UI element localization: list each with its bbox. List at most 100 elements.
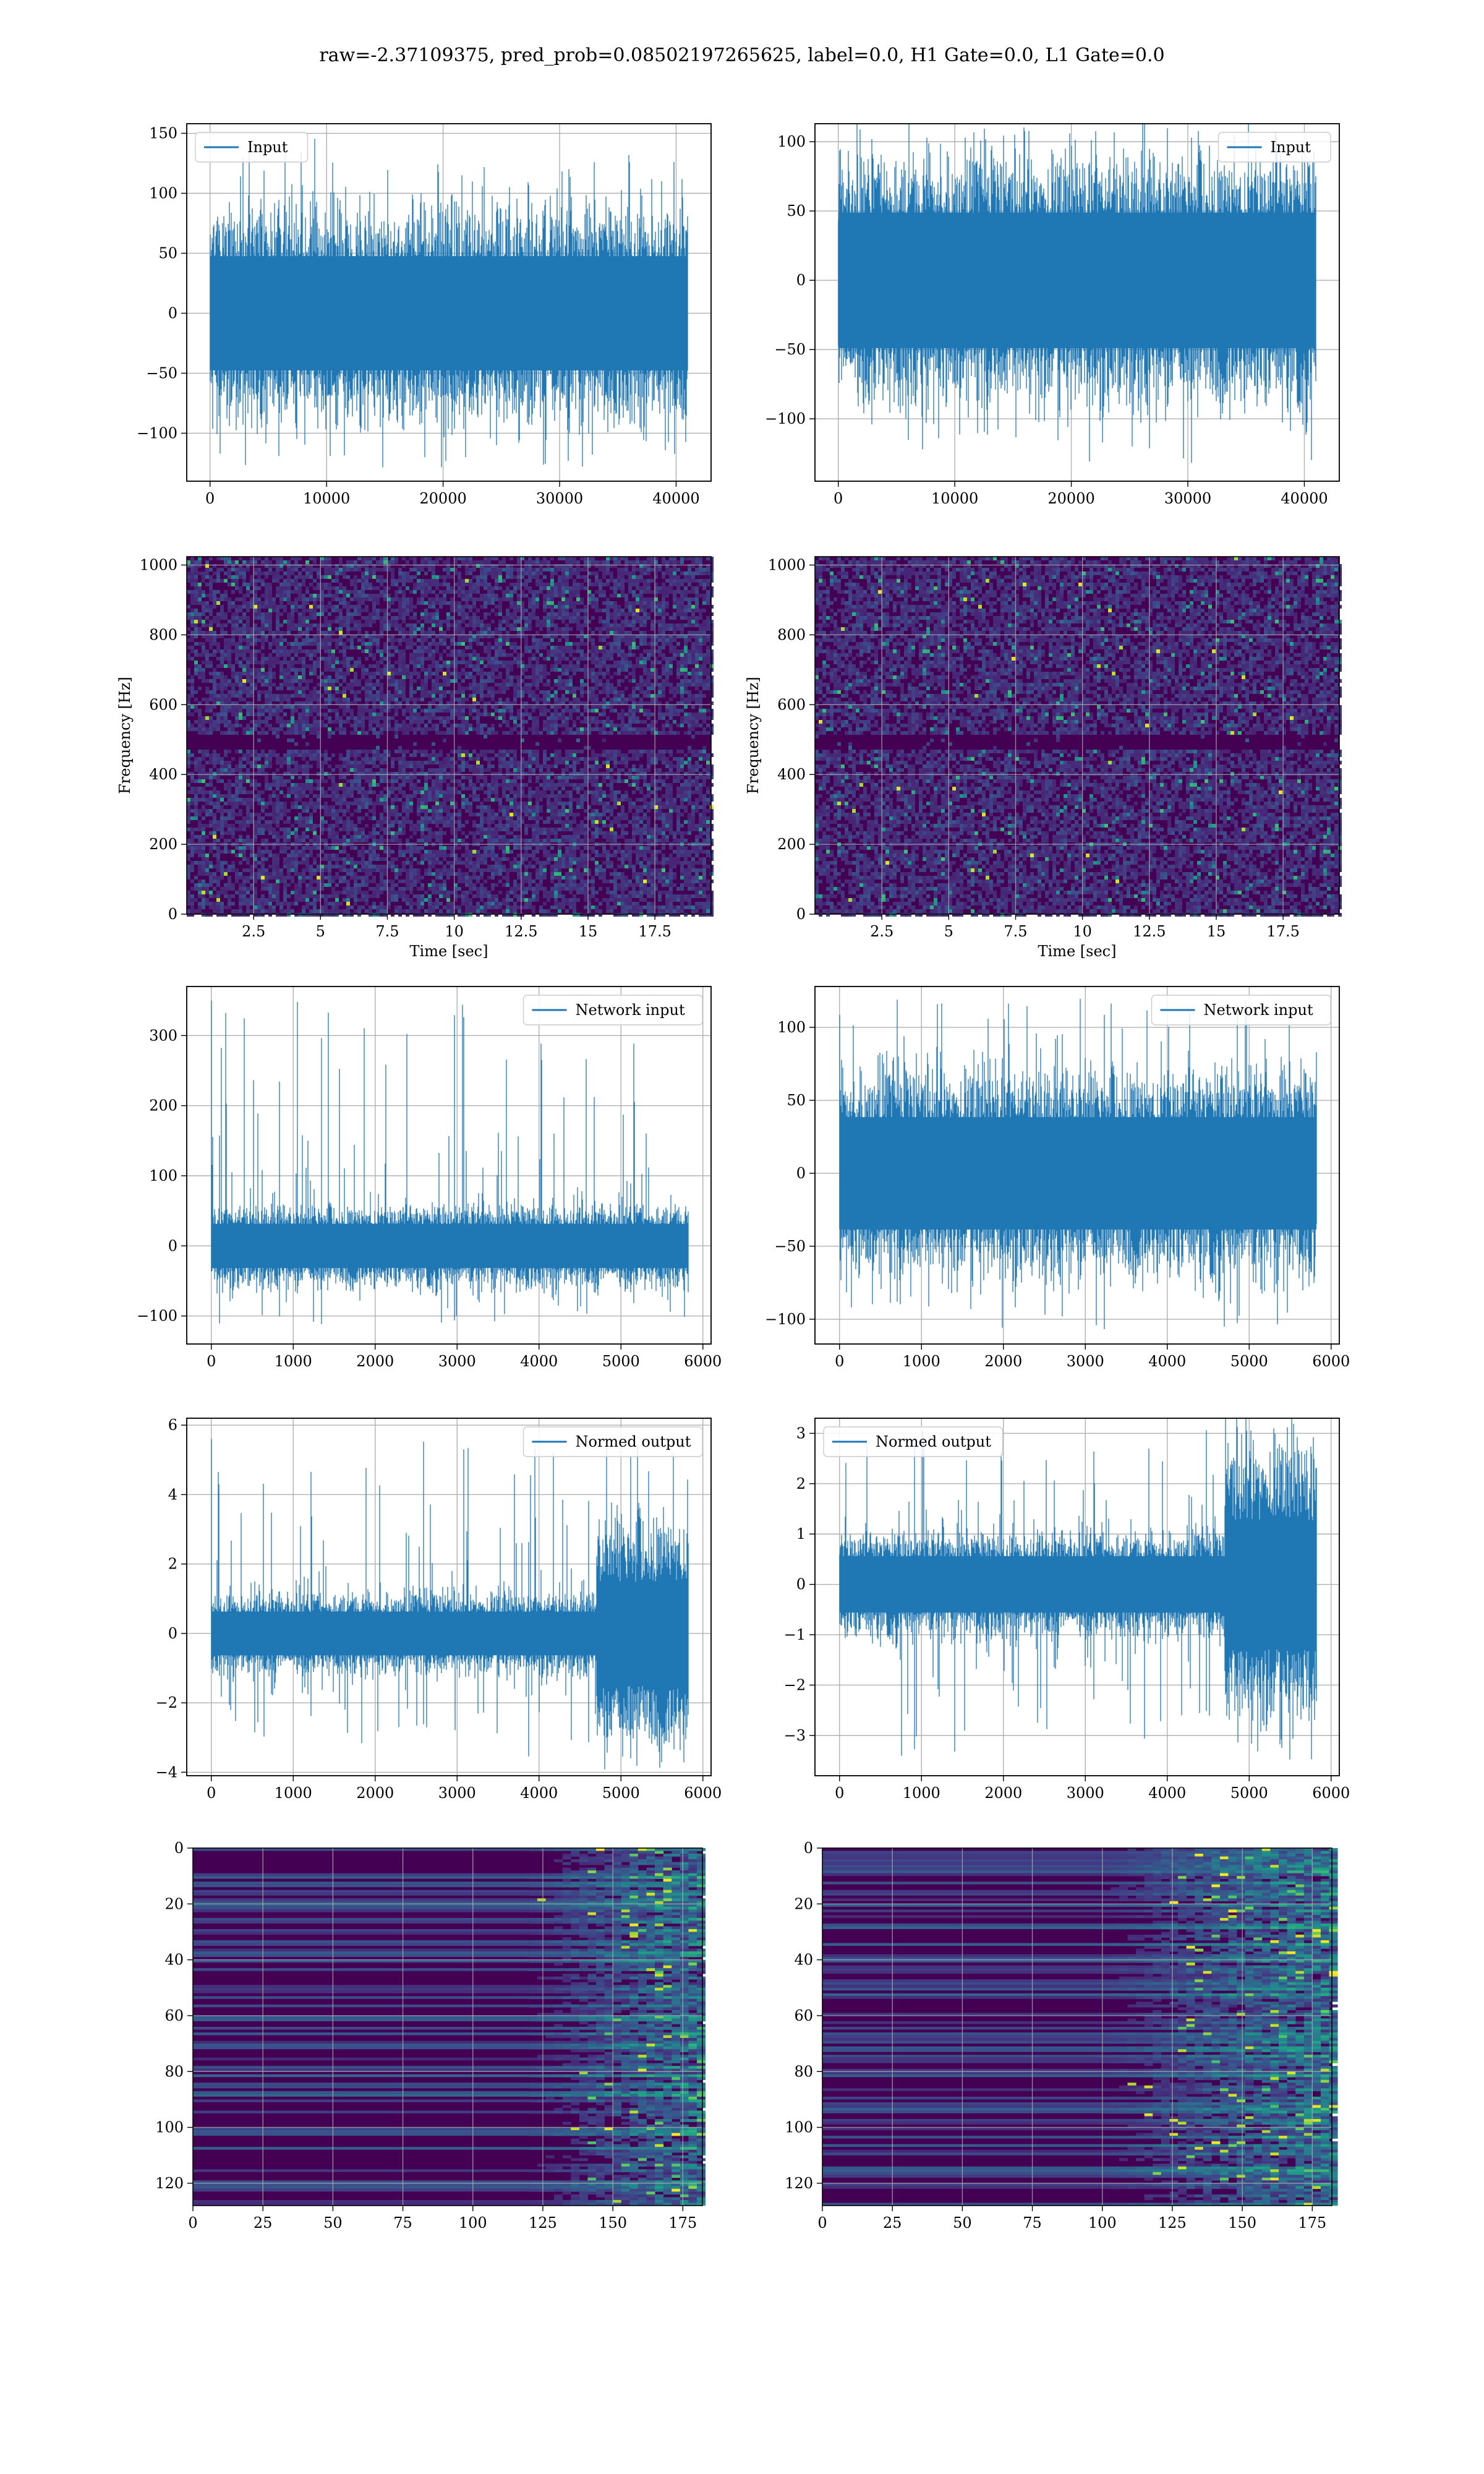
heatmap-cell xyxy=(517,687,521,690)
heatmap-cell xyxy=(213,668,216,672)
heatmap-cell xyxy=(702,679,706,683)
heatmap-cell xyxy=(461,705,465,709)
heatmap-cell xyxy=(324,564,328,568)
heatmap-cell xyxy=(465,638,469,642)
heatmap-cell xyxy=(376,750,380,753)
heatmap-cell xyxy=(324,690,328,694)
heatmap-cell xyxy=(662,664,665,668)
heatmap-cell xyxy=(339,586,343,590)
heatmap-cell xyxy=(387,653,391,657)
heatmap-cell xyxy=(305,649,309,653)
heatmap-cell xyxy=(613,638,617,642)
heatmap-cell xyxy=(432,724,435,727)
heatmap-cell xyxy=(257,661,261,664)
heatmap-cell xyxy=(309,753,313,757)
heatmap-cell xyxy=(294,653,298,657)
heatmap-cell xyxy=(205,583,209,586)
heatmap-cell xyxy=(324,698,328,701)
heatmap-cell xyxy=(472,698,476,701)
heatmap-cell xyxy=(647,709,650,713)
heatmap-cell xyxy=(216,616,220,620)
heatmap-cell xyxy=(628,731,632,735)
heatmap-cell xyxy=(265,661,268,664)
heatmap-cell xyxy=(317,657,320,661)
heatmap-cell xyxy=(680,590,684,594)
heatmap-cell xyxy=(647,557,650,560)
heatmap-cell xyxy=(587,597,591,601)
heatmap-cell xyxy=(213,679,216,683)
heatmap-cell xyxy=(406,672,409,675)
heatmap-cell xyxy=(254,661,257,664)
heatmap-cell xyxy=(324,605,328,609)
heatmap-cell xyxy=(476,635,480,638)
heatmap-cell xyxy=(265,564,268,568)
heatmap-cell xyxy=(632,664,636,668)
heatmap-cell xyxy=(625,661,628,664)
heatmap-cell xyxy=(279,683,283,687)
heatmap-cell xyxy=(688,701,691,705)
heatmap-cell xyxy=(268,623,272,627)
heatmap-cell xyxy=(328,683,331,687)
heatmap-cell xyxy=(491,679,495,683)
heatmap-cell xyxy=(313,664,317,668)
heatmap-cell xyxy=(265,571,268,575)
heatmap-cell xyxy=(354,675,357,679)
heatmap-cell xyxy=(606,605,610,609)
heatmap-cell xyxy=(313,698,317,701)
heatmap-cell xyxy=(224,694,228,698)
heatmap-cell xyxy=(406,631,409,635)
heatmap-cell xyxy=(194,575,198,579)
heatmap-cell xyxy=(261,631,265,635)
heatmap-cell xyxy=(372,675,376,679)
heatmap-cell xyxy=(446,623,450,627)
heatmap-cell xyxy=(246,627,250,631)
heatmap-cell xyxy=(673,627,676,631)
heatmap-cell xyxy=(676,668,680,672)
heatmap-cell xyxy=(569,605,573,609)
heatmap-cell xyxy=(394,701,398,705)
heatmap-cell xyxy=(702,687,706,690)
heatmap-cell xyxy=(528,616,532,620)
heatmap-cell xyxy=(391,571,394,575)
heatmap-cell xyxy=(228,750,231,753)
heatmap-cell xyxy=(517,571,521,575)
heatmap-cell xyxy=(291,657,294,661)
heatmap-cell xyxy=(676,661,680,664)
heatmap-cell xyxy=(621,720,625,724)
heatmap-cell xyxy=(606,642,610,646)
heatmap-cell xyxy=(695,557,699,560)
heatmap-cell xyxy=(561,627,565,631)
heatmap-cell xyxy=(621,623,625,627)
heatmap-cell xyxy=(309,672,313,675)
heatmap-cell xyxy=(209,635,213,638)
heatmap-cell xyxy=(535,750,539,753)
heatmap-cell xyxy=(613,709,617,713)
heatmap-cell xyxy=(595,724,599,727)
heatmap-cell xyxy=(521,727,524,731)
heatmap-cell xyxy=(636,594,639,597)
heatmap-cell xyxy=(335,661,339,664)
heatmap-cell xyxy=(480,668,484,672)
heatmap-cell xyxy=(339,583,343,586)
heatmap-cell xyxy=(621,583,625,586)
heatmap-cell xyxy=(339,649,343,653)
heatmap-cell xyxy=(465,579,469,583)
heatmap-cell xyxy=(302,661,305,664)
heatmap-cell xyxy=(205,609,209,612)
heatmap-cell xyxy=(339,557,343,560)
heatmap-cell xyxy=(695,560,699,564)
heatmap-cell xyxy=(372,586,376,590)
heatmap-cell xyxy=(691,620,695,623)
heatmap-cell xyxy=(595,579,599,583)
heatmap-cell xyxy=(458,571,461,575)
heatmap-cell xyxy=(702,586,706,590)
heatmap-cell xyxy=(565,657,569,661)
heatmap-cell xyxy=(465,646,469,649)
heatmap-cell xyxy=(265,694,268,698)
heatmap-cell xyxy=(376,616,380,620)
heatmap-cell xyxy=(621,727,625,731)
heatmap-cell xyxy=(461,635,465,638)
heatmap-cell xyxy=(265,698,268,701)
heatmap-cell xyxy=(268,564,272,568)
heatmap-cell xyxy=(639,657,643,661)
